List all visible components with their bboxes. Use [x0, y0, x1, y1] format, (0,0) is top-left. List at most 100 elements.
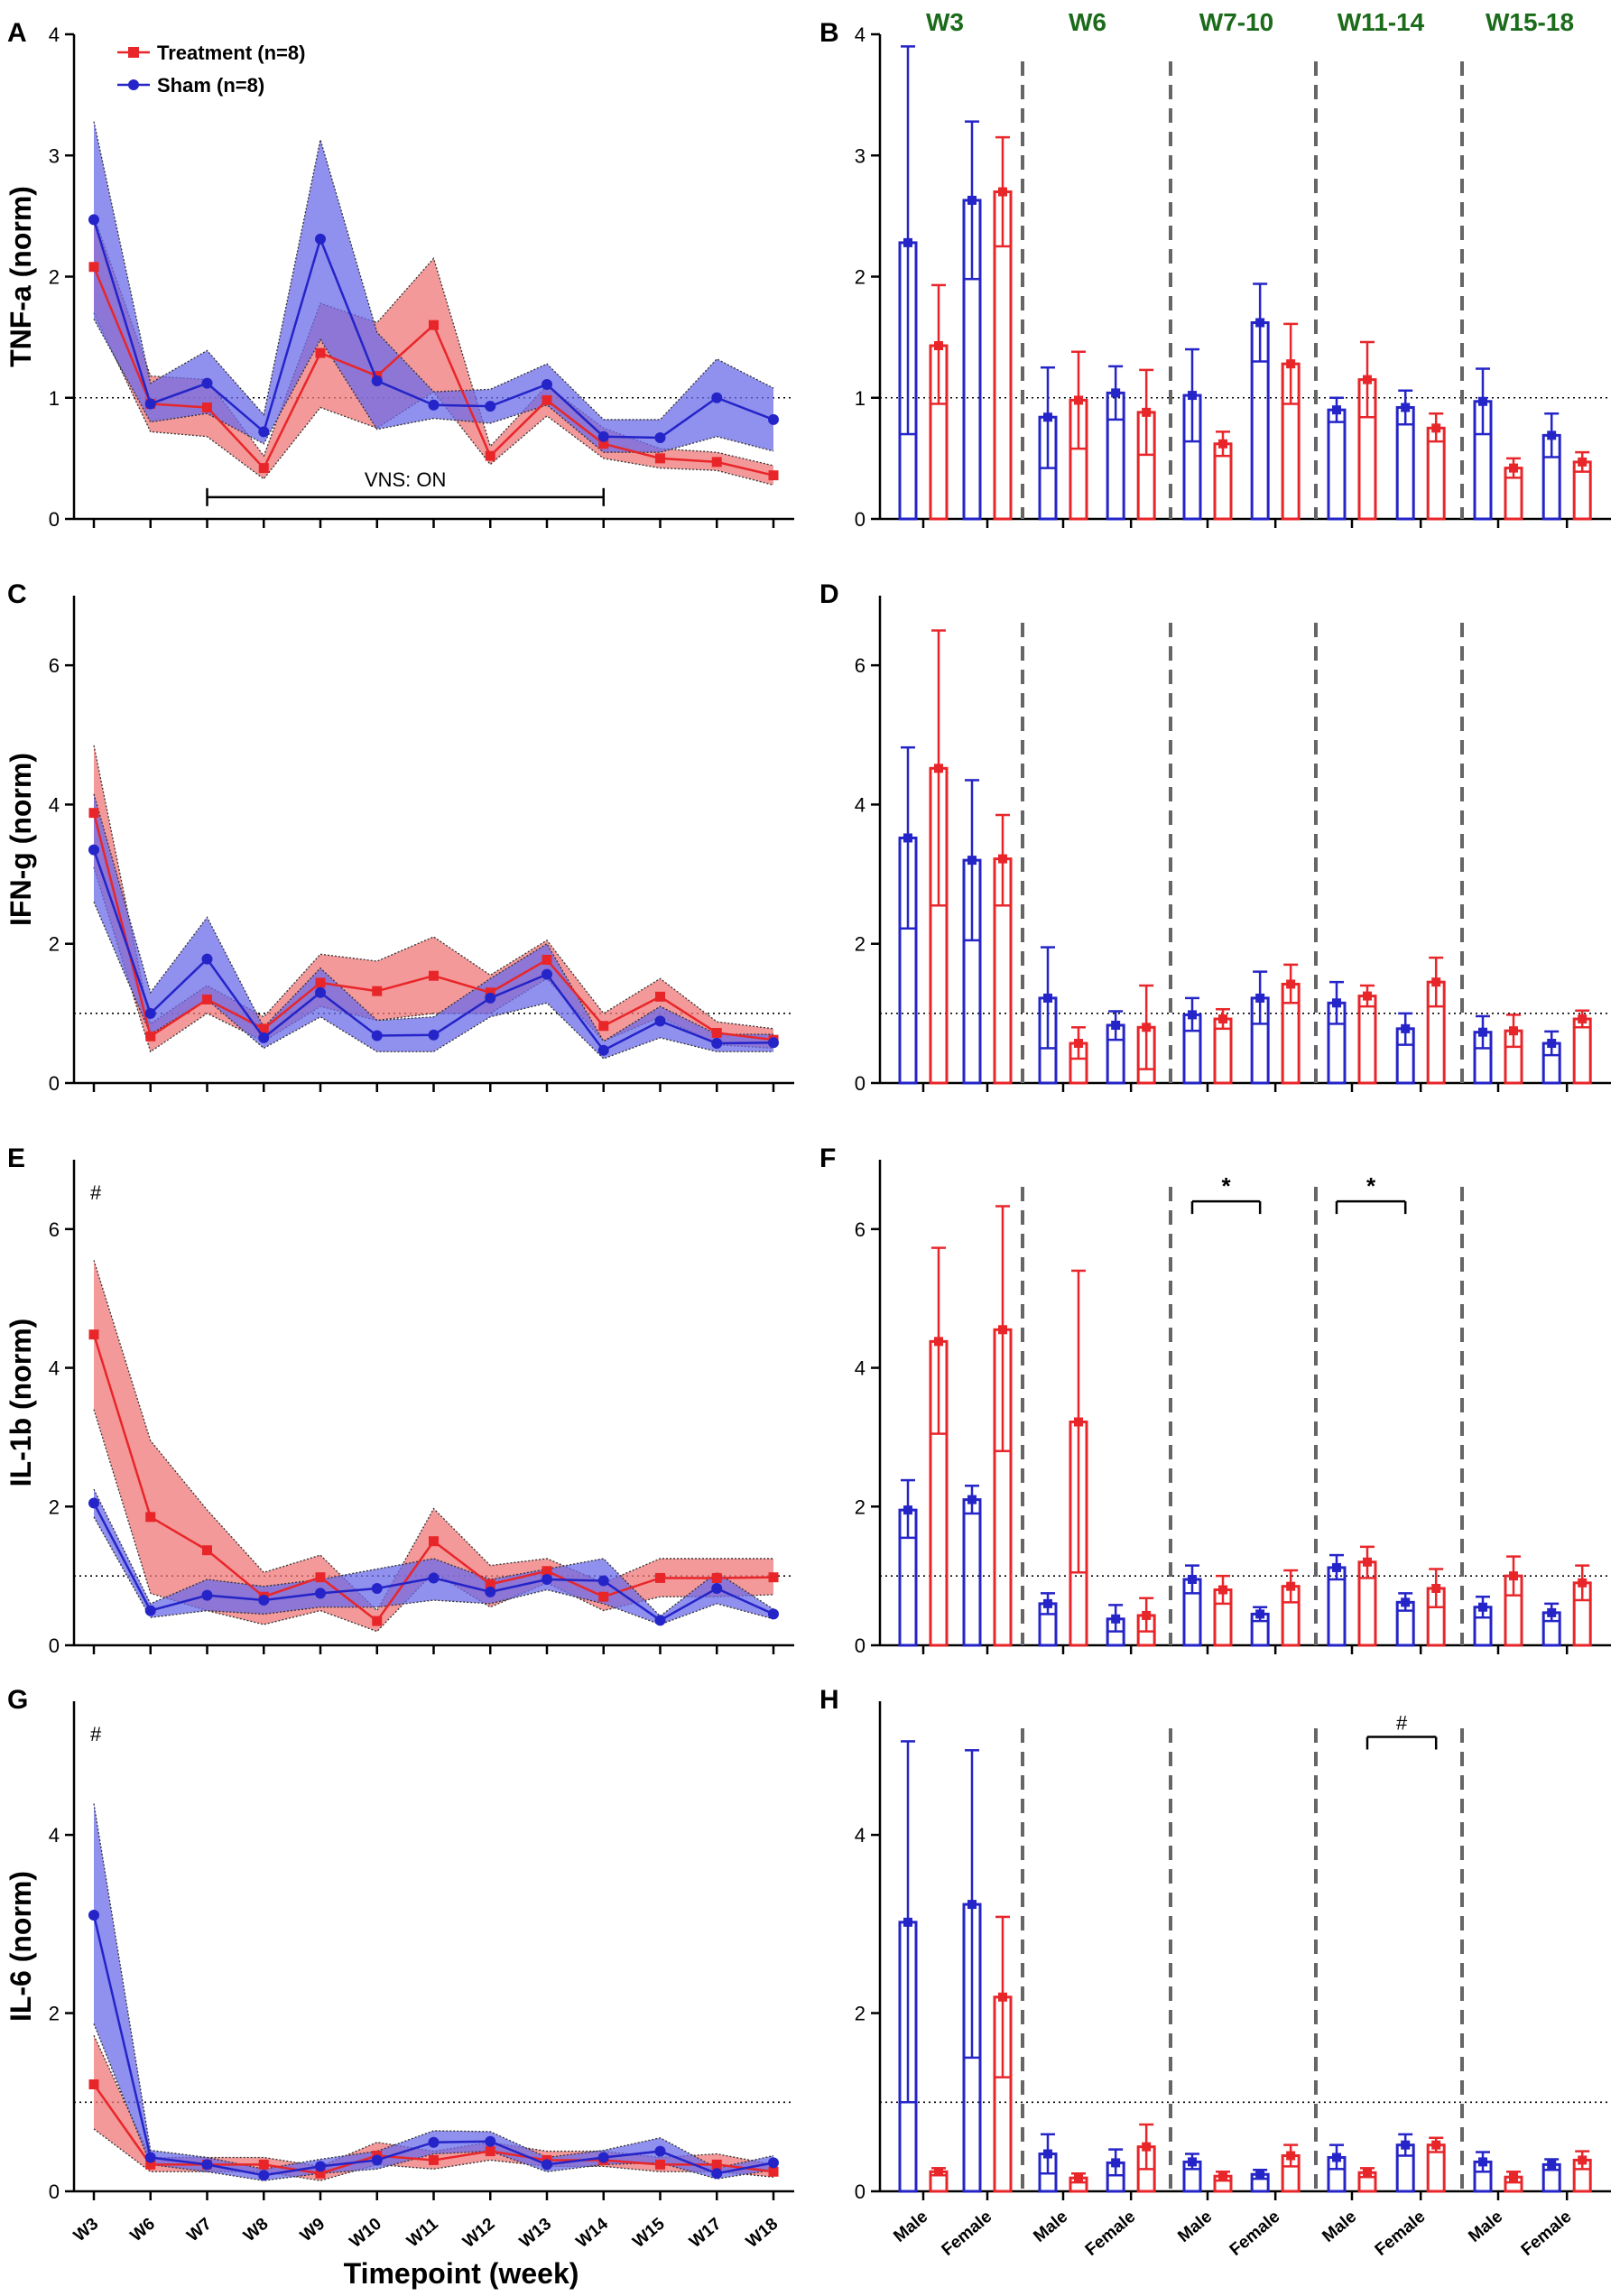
panel-G-ytick-label: 4: [49, 1824, 60, 1847]
panel-D-treatment-bar-W11-14-Female-mean-marker: [1431, 977, 1441, 987]
panel-D-treatment-bar-W7-10-Male-mean-marker: [1218, 1014, 1227, 1024]
panel-C-treatment-point-W10: [372, 986, 383, 996]
panel-G-sham-band: [94, 1803, 773, 2181]
panel-G-significance-note: #: [90, 1723, 102, 1745]
xtick-label-W6: W6: [127, 2215, 159, 2245]
panel-A-ylabel: TNF-a (norm): [5, 186, 37, 367]
panel-D-treatment-bar-W11-14-Male: [1357, 995, 1377, 1085]
panel-H-ytick-label: 0: [855, 2180, 866, 2203]
panel-F-sham-bar-W6-Female-mean-marker: [1111, 1614, 1121, 1624]
panel-C-sham-point-W17: [711, 1038, 723, 1050]
panel-F-treatment-bar-W3-Male-mean-marker: [934, 1337, 943, 1347]
panel-D-sham-bar-W11-14-Female-mean-marker: [1401, 1023, 1411, 1033]
panel-B-sham-bar-W11-14-Female-mean-marker: [1401, 403, 1411, 412]
panel-E-letter: E: [7, 1143, 25, 1173]
panel-A-sham-point-W6: [144, 398, 156, 410]
x-axis-label: Timepoint (week): [344, 2257, 579, 2290]
panel-A-treatment-point-W8: [258, 463, 269, 474]
panel-H-sham-bar-W11-14-Male-mean-marker: [1332, 2152, 1341, 2162]
panel-C-sham-point-W6: [144, 1007, 156, 1019]
panel-G-sham-point-W6: [144, 2152, 156, 2163]
panel-B-ytick-label: 2: [855, 266, 866, 289]
panel-F-sham-bar-W15-18-Female-mean-marker: [1547, 1607, 1557, 1617]
panel-E-treatment-point-W11: [429, 1536, 439, 1547]
panel-F-treatment-bar-W6-Male-mean-marker: [1074, 1417, 1083, 1427]
panel-G-sham-point-W10: [371, 2154, 383, 2166]
xtick-label-W12: W12: [459, 2215, 498, 2252]
panel-H-treatment-bar-W3-Female-mean-marker: [998, 1992, 1007, 2002]
panel-C-sham-point-W12: [485, 992, 496, 1004]
panel-C-ytick-label: 6: [49, 654, 60, 677]
panel-B-treatment-bar-W7-10-Male-mean-marker: [1218, 439, 1227, 449]
panel-E-sham-point-W18: [768, 1608, 779, 1620]
panel-B-treatment-bar-W3-Male-mean-marker: [934, 341, 943, 351]
panel-C-ytick-label: 2: [49, 933, 60, 956]
panel-E-sham-band-upper: [93, 1488, 774, 1617]
panel-A-treatment-point-W13: [542, 394, 552, 405]
period-label-W15-18: W15-18: [1486, 8, 1574, 36]
panel-E-significance-note: #: [90, 1181, 102, 1204]
panel-G-treatment-point-W11: [429, 2154, 439, 2165]
panel-F-sham-bar-W3-Female-mean-marker: [967, 1495, 977, 1504]
panel-H-treatment-bar-W11-14-Female-mean-marker: [1431, 2140, 1441, 2150]
panel-A-sham-point-W3: [88, 214, 99, 226]
panel-B-treatment-bar-W3-Female-mean-marker: [998, 187, 1007, 197]
panel-E-sham-point-W6: [144, 1605, 156, 1616]
panel-G-ytick-label: 2: [49, 2003, 60, 2025]
panel-B-treatment-bar-W15-18-Female-mean-marker: [1578, 457, 1588, 467]
panel-E-treatment-band-upper: [93, 1260, 773, 1612]
panel-F-letter: F: [819, 1143, 836, 1173]
panel-D-ytick-label: 6: [855, 654, 866, 677]
panel-D-sham-bar-W15-18-Female-mean-marker: [1547, 1039, 1557, 1049]
panel-G-sham-point-W12: [485, 2135, 496, 2147]
panel-H-sham-bar-W11-14-Female-mean-marker: [1401, 2140, 1411, 2150]
panel-F-sham-bar-W11-14-Male-mean-marker: [1332, 1562, 1341, 1572]
panel-B-treatment-bar-W7-10-Female-mean-marker: [1286, 359, 1296, 369]
panel-A-sham-point-W8: [258, 426, 270, 438]
sex-label-W15-18-Female: Female: [1518, 2208, 1576, 2260]
panel-F-treatment-bar-W11-14-Male-mean-marker: [1363, 1557, 1372, 1567]
panel-F-treatment-bar-W6-Female-mean-marker: [1142, 1610, 1152, 1620]
panel-A-treatment-point-W9: [315, 347, 326, 358]
panel-H-treatment-bar-W11-14-Male-mean-marker: [1363, 2168, 1372, 2178]
panel-B-sham-bar-W6-Male-mean-marker: [1043, 412, 1052, 422]
panel-G-sham-point-W15: [654, 2145, 666, 2157]
panel-A-treatment-point-W3: [88, 262, 99, 273]
panel-H-sham-bar-W3-Female-mean-marker: [967, 1900, 977, 1910]
panel-F-bracket-label: *: [1366, 1172, 1376, 1199]
panel-D-treatment-bar-W6-Male-mean-marker: [1074, 1039, 1083, 1049]
panel-E-sham-point-W3: [88, 1497, 99, 1509]
panel-E-treatment-point-W18: [768, 1572, 779, 1583]
panel-D-treatment-bar-W3-Male-mean-marker: [934, 764, 943, 773]
panel-D-treatment-bar-W15-18-Female-mean-marker: [1578, 1014, 1588, 1024]
panel-C-treatment-point-W13: [542, 954, 552, 965]
xtick-label-W14: W14: [573, 2214, 613, 2251]
vns-label: VNS: ON: [365, 468, 446, 491]
panel-A-sham-point-W14: [597, 430, 609, 442]
panel-B-sham-bar-W11-14-Male: [1327, 408, 1347, 521]
panel-A-ytick-label: 0: [49, 508, 60, 531]
panel-B-treatment-bar-W11-14-Female-mean-marker: [1431, 423, 1441, 433]
panel-B: B 0 1 2 3 4 W3 W6 W7-10 W11-14 W15-18: [819, 8, 1611, 531]
panel-D-sham-bar-W11-14-Male-mean-marker: [1332, 998, 1341, 1008]
panel-F-sham-bar-W6-Male-mean-marker: [1043, 1598, 1052, 1608]
panel-C-treatment-band-upper: [93, 745, 774, 1030]
panel-C-treatment-point-W14: [598, 1021, 609, 1032]
panel-B-ytick-label: 3: [855, 144, 866, 167]
sex-label-W6-Female: Female: [1082, 2208, 1140, 2260]
panel-E-ylabel: IL-1b (norm): [5, 1319, 37, 1487]
panel-G-sham-point-W8: [258, 2170, 270, 2181]
panel-A-sham-point-W9: [315, 233, 326, 245]
panel-D-treatment-bar-W11-14-Male-mean-marker: [1363, 991, 1372, 1001]
panel-C-treatment-point-W8: [258, 1023, 269, 1034]
panel-H-sham-bar-W15-18-Female-mean-marker: [1547, 2160, 1557, 2170]
panel-C-sham-point-W3: [88, 844, 99, 856]
panel-H-letter: H: [819, 1685, 839, 1715]
panel-A-treatment-point-W18: [768, 470, 779, 481]
panel-F-treatment-bar-W15-18-Female-mean-marker: [1578, 1578, 1588, 1588]
panel-G-sham-point-W11: [428, 2136, 440, 2148]
panel-G-treatment-point-W9: [315, 2168, 326, 2179]
panel-E-sham-point-W8: [258, 1595, 270, 1606]
panel-E-treatment-point-W7: [202, 1545, 212, 1556]
panel-C-sham-band-upper: [93, 793, 773, 1042]
